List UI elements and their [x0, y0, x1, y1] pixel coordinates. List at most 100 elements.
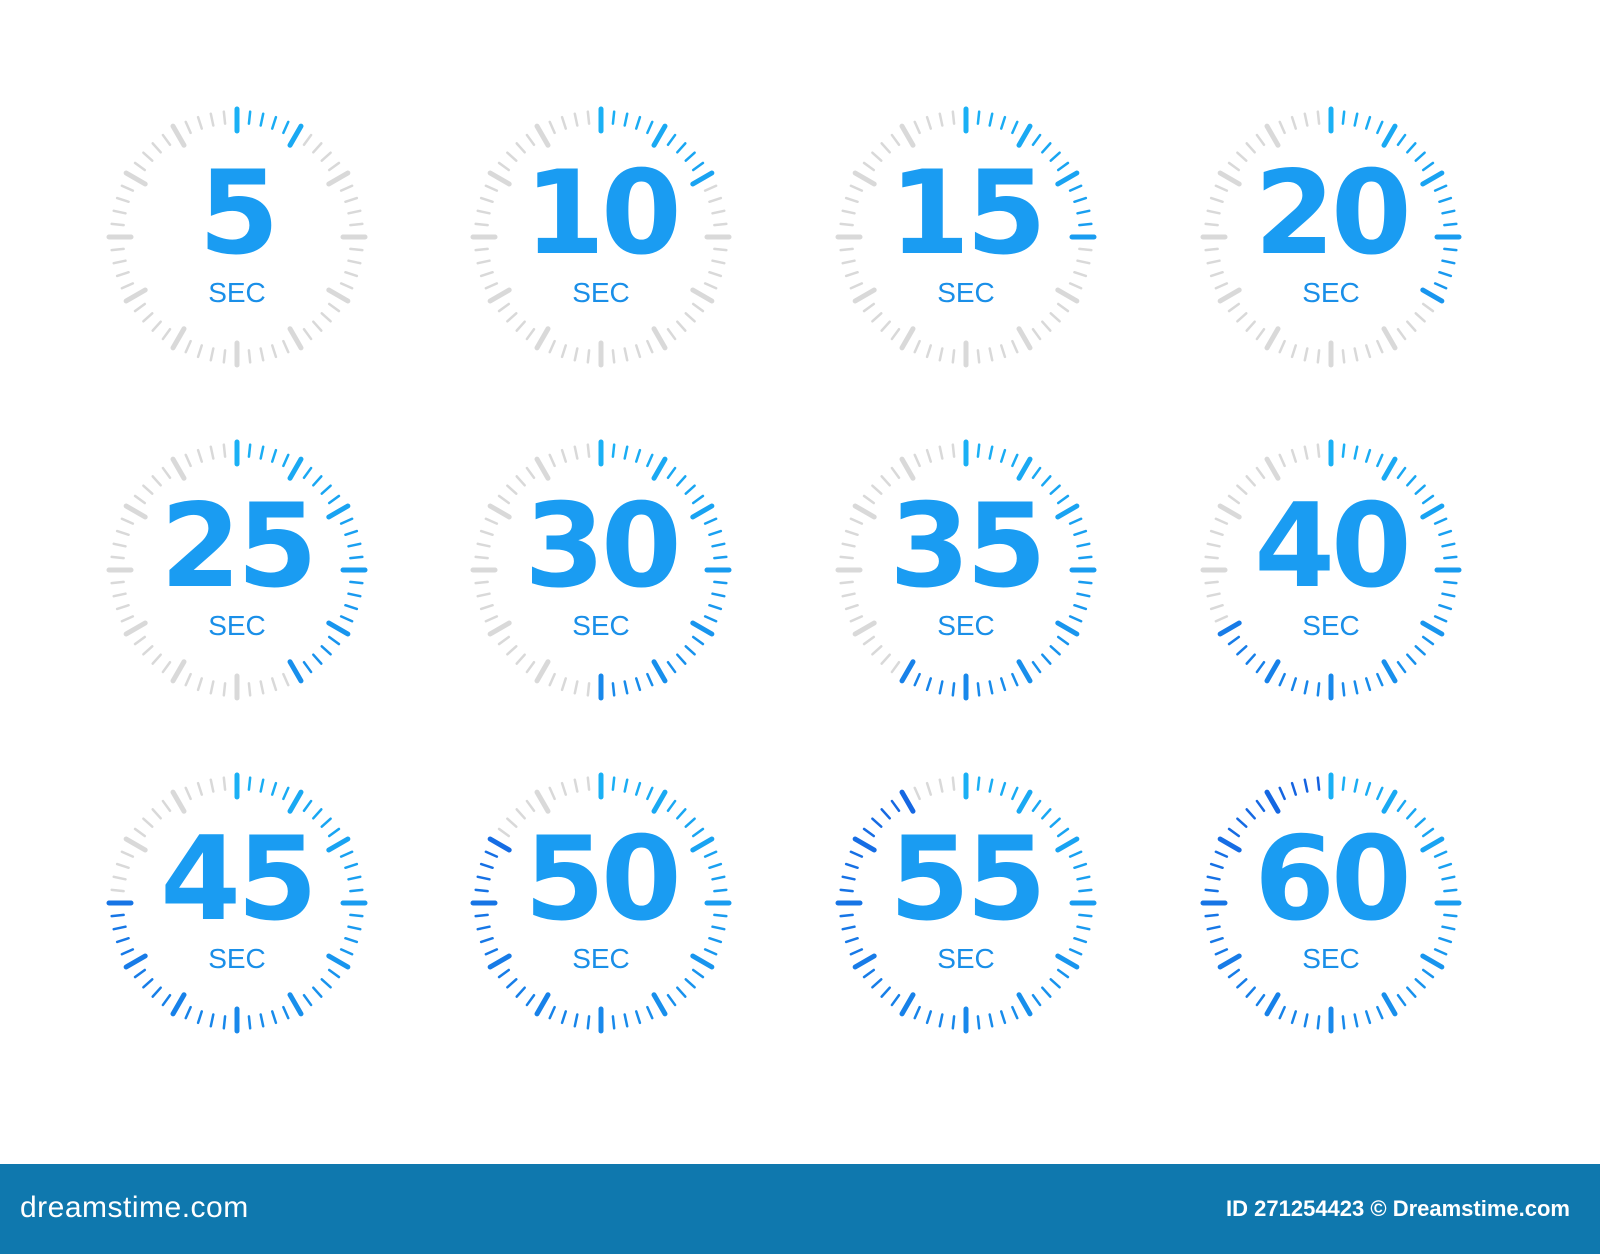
tick-active	[651, 456, 668, 481]
tick-inactive	[120, 184, 135, 192]
tick-active	[1381, 992, 1398, 1017]
tick-active	[1414, 978, 1426, 989]
tick-active	[988, 778, 994, 793]
tick-active	[270, 115, 278, 130]
tick-active	[327, 968, 341, 979]
tick-inactive	[209, 778, 215, 793]
tick-inactive	[120, 615, 135, 623]
tick-active	[1443, 913, 1458, 918]
timer-unit: SEC	[208, 943, 266, 974]
tick-inactive	[115, 196, 130, 204]
tick-active	[1406, 653, 1417, 665]
timer-value: 20	[1254, 146, 1411, 281]
tick-active	[479, 936, 494, 944]
tick-active	[1245, 986, 1256, 998]
tick-active	[1406, 808, 1417, 820]
tick-active	[287, 789, 304, 814]
tick-inactive	[161, 799, 172, 813]
tick-active	[1245, 653, 1256, 665]
tick-inactive	[1245, 142, 1256, 154]
tick-active	[1341, 443, 1346, 458]
tick-inactive	[184, 120, 192, 135]
tick-active	[1078, 913, 1093, 918]
tick-inactive	[312, 320, 323, 332]
tick-inactive	[1264, 123, 1281, 148]
tick-inactive	[690, 287, 715, 304]
tick-active	[999, 677, 1007, 692]
tick-active	[1049, 151, 1061, 162]
tick-inactive	[839, 555, 854, 560]
tick-active	[623, 680, 629, 695]
tick-inactive	[196, 781, 204, 796]
tick-inactive	[573, 347, 579, 362]
tick-inactive	[548, 120, 556, 135]
tick-active	[476, 875, 491, 881]
tick-inactive	[999, 344, 1007, 359]
tick-active	[347, 875, 362, 881]
tick-inactive	[151, 142, 162, 154]
tick-active	[1396, 660, 1407, 674]
tick-inactive	[209, 445, 215, 460]
tick-inactive	[634, 344, 642, 359]
tick-inactive	[123, 836, 148, 853]
tick-inactive	[880, 320, 891, 332]
tick-inactive	[1049, 312, 1061, 323]
tick-active	[1073, 862, 1088, 870]
tick-active	[666, 799, 677, 813]
tick-active	[1278, 786, 1286, 801]
tick-active	[1078, 888, 1093, 893]
tick-inactive	[259, 347, 265, 362]
tick-inactive	[1227, 161, 1241, 172]
timer-unit: SEC	[1302, 277, 1360, 308]
tick-active	[1055, 836, 1080, 853]
tick-active	[1055, 170, 1080, 187]
tick-active	[115, 936, 130, 944]
timer-icon: 10 SEC	[466, 102, 736, 372]
tick-inactive	[708, 196, 723, 204]
tick-inactive	[1290, 448, 1298, 463]
tick-inactive	[1381, 326, 1398, 351]
tick-inactive	[112, 875, 127, 881]
tick-inactive	[651, 326, 668, 351]
tick-active	[634, 677, 642, 692]
tick-active	[1290, 1010, 1298, 1025]
tick-inactive	[703, 184, 718, 192]
tick-inactive	[1031, 327, 1042, 341]
tick-inactive	[476, 542, 491, 548]
tick-active	[287, 992, 304, 1017]
dial-ticks	[106, 772, 368, 1034]
tick-inactive	[247, 349, 252, 364]
tick-inactive	[479, 529, 494, 537]
tick-inactive	[1245, 475, 1256, 487]
tick-inactive	[479, 196, 494, 204]
tick-inactive	[951, 110, 956, 125]
tick-inactive	[1206, 209, 1221, 215]
tick-inactive	[1209, 529, 1224, 537]
tick-active	[209, 1013, 215, 1028]
tick-inactive	[611, 349, 616, 364]
tick-active	[1414, 484, 1426, 495]
timer-icon: 35 SEC	[831, 435, 1101, 705]
tick-active	[1303, 680, 1309, 695]
tick-active	[1049, 978, 1061, 989]
tick-active	[1264, 659, 1281, 684]
tick-inactive	[1204, 555, 1219, 560]
tick-active	[666, 466, 677, 480]
tick-inactive	[1206, 592, 1221, 598]
tick-active	[1441, 209, 1456, 215]
tick-active	[849, 948, 864, 956]
tick-inactive	[586, 443, 591, 458]
tick-active	[1406, 986, 1417, 998]
tick-active	[1206, 875, 1221, 881]
tick-inactive	[302, 133, 313, 147]
tick-active	[548, 1005, 556, 1020]
tick-active	[1290, 677, 1298, 692]
timer-icon: 30 SEC	[466, 435, 736, 705]
tick-active	[184, 1005, 192, 1020]
tick-inactive	[515, 142, 526, 154]
timer-unit: SEC	[208, 610, 266, 641]
timer-unit: SEC	[937, 610, 995, 641]
tick-inactive	[170, 123, 187, 148]
tick-inactive	[560, 344, 568, 359]
timer-value: 10	[524, 146, 681, 281]
